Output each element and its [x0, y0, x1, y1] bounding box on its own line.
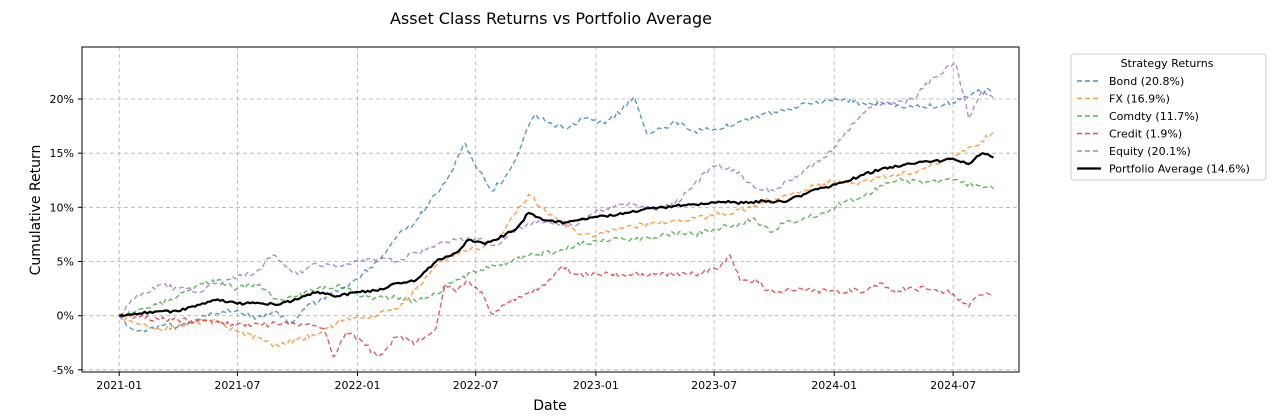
plot-frame [81, 46, 1020, 373]
legend-title: Strategy Returns [1121, 57, 1214, 70]
y-axis-title: Cumulative Return [28, 145, 44, 276]
series-lines [118, 62, 994, 358]
legend-label: Portfolio Average (14.6%) [1109, 163, 1250, 176]
x-tick-label: 2022-01 [335, 379, 381, 392]
legend-box [1070, 53, 1267, 181]
series-line-comdty [118, 177, 994, 317]
legend-label: Equity (20.1%) [1109, 145, 1191, 158]
y-tick-label: 0% [57, 310, 74, 323]
legend-label: Credit (1.9%) [1109, 128, 1182, 141]
y-tick-label: 10% [50, 201, 74, 214]
x-tick-label: 2022-07 [453, 379, 499, 392]
y-axis-ticks: -5% 0% 5% 10% 15% 20% [50, 93, 82, 377]
chart-title: Asset Class Returns vs Portfolio Average [390, 9, 712, 28]
x-tick-label: 2021-01 [96, 379, 142, 392]
legend-label: Bond (20.8%) [1109, 75, 1184, 88]
x-tick-label: 2023-01 [573, 379, 619, 392]
x-tick-label: 2024-01 [811, 379, 857, 392]
x-axis-ticks: 2021-01 2021-07 2022-01 2022-07 2023-01 2023-… [96, 372, 976, 392]
x-tick-label: 2024-07 [930, 379, 976, 392]
legend-label: Comdty (11.7%) [1109, 110, 1199, 123]
legend-items: Bond (20.8%) FX (16.9%) Comdty (11.7%) Cred… [1077, 75, 1250, 176]
y-tick-label: 5% [57, 256, 74, 269]
x-axis-title: Date [533, 398, 566, 414]
legend: Strategy Returns Bond (20.8%) FX (16.9%) C… [1070, 53, 1267, 181]
series-line-equity [119, 62, 994, 317]
x-tick-label: 2023-07 [691, 379, 737, 392]
x-tick-label: 2021-07 [214, 379, 260, 392]
y-tick-label: -5% [53, 364, 74, 377]
legend-label: FX (16.9%) [1109, 93, 1170, 106]
series-line-bond [118, 88, 994, 333]
series-line-credit [118, 254, 994, 358]
series-line-portfolio [119, 152, 994, 317]
y-tick-label: 20% [50, 93, 74, 106]
y-tick-label: 15% [50, 147, 74, 160]
series-line-fx [118, 132, 994, 347]
